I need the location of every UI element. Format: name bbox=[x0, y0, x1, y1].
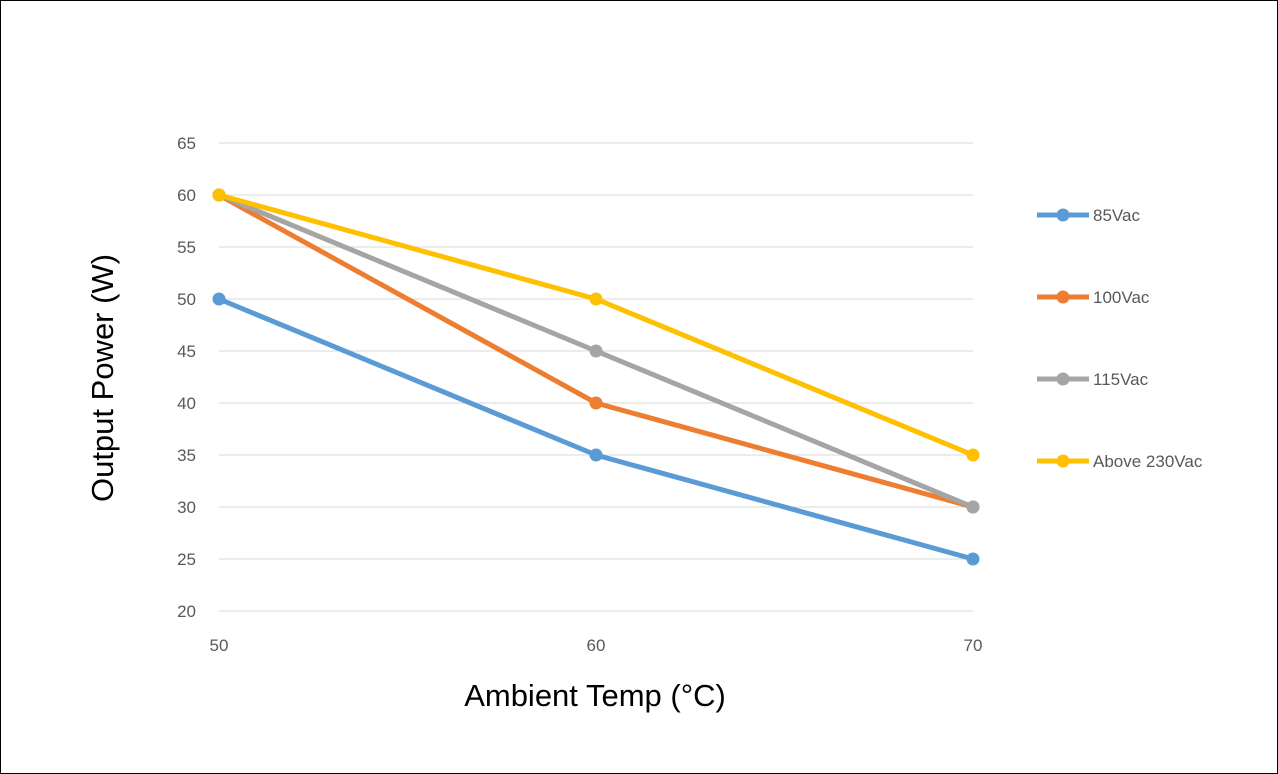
series-line-85vac bbox=[216, 296, 976, 562]
data-point-85vac bbox=[212, 292, 226, 306]
y-tick-label: 30 bbox=[177, 498, 196, 517]
legend-marker-above-230vac bbox=[1056, 454, 1070, 468]
x-tick-label: 60 bbox=[587, 636, 606, 655]
data-point-115vac bbox=[589, 344, 603, 358]
data-point-85vac bbox=[589, 448, 603, 462]
series-line-above-230vac bbox=[216, 192, 976, 458]
legend-marker-100vac bbox=[1056, 290, 1070, 304]
data-point-above-230vac bbox=[966, 448, 980, 462]
series-group bbox=[212, 188, 980, 566]
gridlines bbox=[219, 142, 973, 612]
x-tick-label: 70 bbox=[964, 636, 983, 655]
data-point-100vac bbox=[589, 396, 603, 410]
y-tick-label: 25 bbox=[177, 550, 196, 569]
legend-label-100vac: 100Vac bbox=[1093, 288, 1150, 307]
y-tick-label: 35 bbox=[177, 446, 196, 465]
data-point-85vac bbox=[966, 552, 980, 566]
legend-label-above-230vac: Above 230Vac bbox=[1093, 452, 1203, 471]
x-axis-ticks: 50 60 70 bbox=[210, 636, 983, 655]
y-tick-label: 55 bbox=[177, 238, 196, 257]
legend-marker-115vac bbox=[1056, 372, 1070, 386]
legend-label-85vac: 85Vac bbox=[1093, 206, 1140, 225]
x-tick-label: 50 bbox=[210, 636, 229, 655]
x-axis-title: Ambient Temp (°C) bbox=[464, 678, 726, 713]
y-tick-label: 45 bbox=[177, 342, 196, 361]
y-tick-label: 20 bbox=[177, 602, 196, 621]
legend-label-115vac: 115Vac bbox=[1093, 370, 1149, 389]
data-point-115vac bbox=[966, 500, 980, 514]
legend: 85Vac 100Vac 115Vac Above 230Vac bbox=[1037, 206, 1203, 471]
y-tick-label: 60 bbox=[177, 186, 196, 205]
data-point-above-230vac bbox=[212, 188, 226, 202]
y-axis-ticks: 20 25 30 35 40 45 50 55 60 65 bbox=[177, 134, 196, 621]
y-tick-label: 40 bbox=[177, 394, 196, 413]
legend-marker-85vac bbox=[1056, 208, 1070, 222]
y-axis-title: Output Power (W) bbox=[85, 254, 120, 502]
data-point-above-230vac bbox=[589, 292, 603, 306]
y-tick-label: 50 bbox=[177, 290, 196, 309]
y-tick-label: 65 bbox=[177, 134, 196, 153]
